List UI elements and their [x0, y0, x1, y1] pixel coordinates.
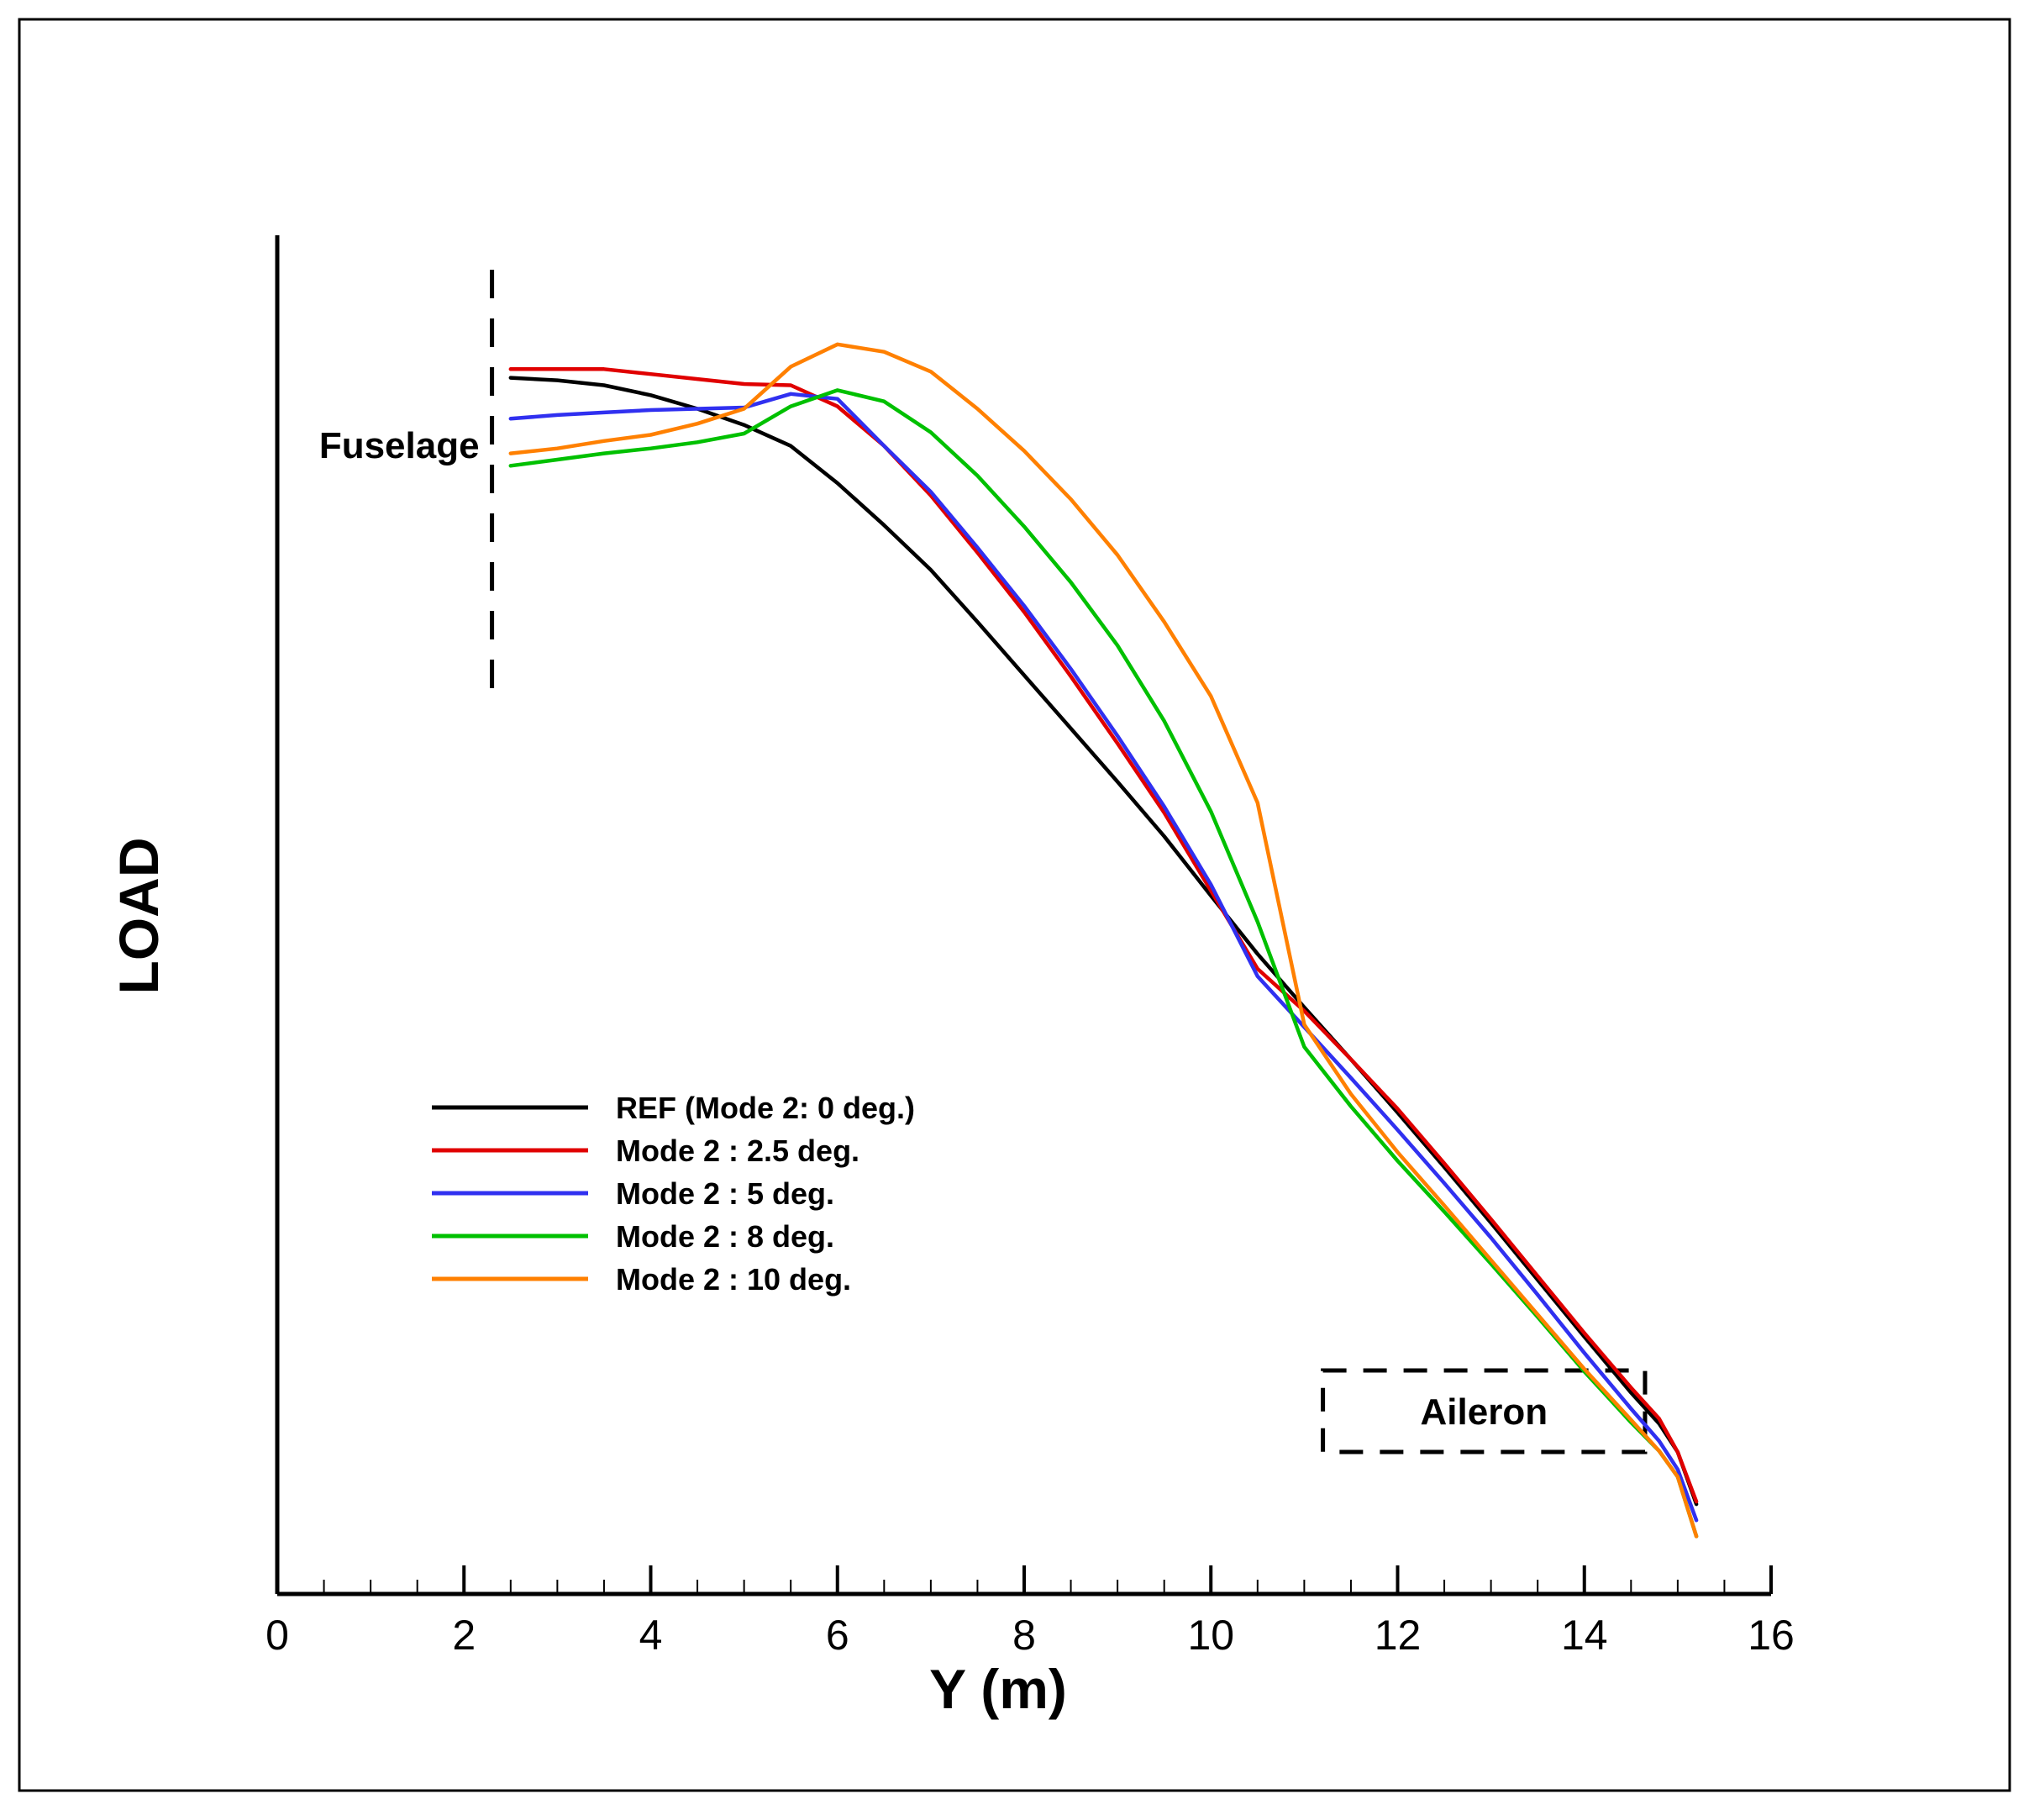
- legend-label-3: Mode 2 : 8 deg.: [616, 1219, 834, 1254]
- aileron-region-box: [1321, 1368, 1648, 1454]
- series-line-1: [508, 367, 1699, 1504]
- aileron-label: Aileron: [1421, 1391, 1548, 1433]
- figure-frame: [18, 18, 2011, 1792]
- series-line-4: [508, 342, 1699, 1539]
- x-tick-label: 10: [1187, 1612, 1234, 1659]
- x-tick-label: 0: [265, 1612, 289, 1659]
- axes: 0 2 4 6 8 10 12 14 16 Y (m) LOAD: [108, 235, 1795, 1720]
- legend-label-2: Mode 2 : 5 deg.: [616, 1176, 834, 1211]
- legend-label-4: Mode 2 : 10 deg.: [616, 1262, 851, 1297]
- x-axis-title: Y (m): [929, 1658, 1067, 1720]
- x-tick-label: 16: [1748, 1612, 1795, 1659]
- series-lines: [508, 342, 1699, 1539]
- annotations: Fuselage Aileron: [319, 270, 1648, 1454]
- y-axis-title: LOAD: [108, 838, 170, 995]
- legend: REF (Mode 2: 0 deg.) Mode 2 : 2.5 deg. Mod…: [432, 1091, 915, 1297]
- legend-label-1: Mode 2 : 2.5 deg.: [616, 1134, 859, 1168]
- x-tick-label: 12: [1375, 1612, 1422, 1659]
- series-line-2: [508, 392, 1699, 1523]
- fuselage-label: Fuselage: [319, 425, 480, 466]
- legend-label-0: REF (Mode 2: 0 deg.): [616, 1091, 915, 1125]
- x-tick-label: 14: [1561, 1612, 1608, 1659]
- x-tick-label: 8: [1012, 1612, 1036, 1659]
- x-tick-label: 6: [826, 1612, 849, 1659]
- x-tick-label: 4: [639, 1612, 663, 1659]
- x-tick-label: 2: [452, 1612, 476, 1659]
